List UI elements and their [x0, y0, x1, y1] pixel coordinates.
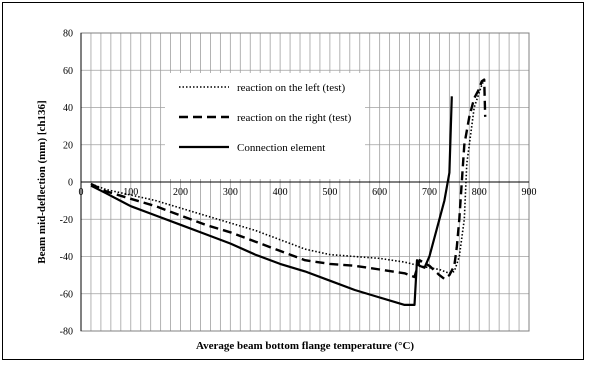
legend-box: [165, 73, 365, 179]
legend-label-3: Connection element: [237, 142, 325, 154]
y-tick-label: -60: [60, 289, 73, 300]
x-tick-label: 600: [372, 187, 387, 198]
y-tick-label: 40: [63, 103, 73, 114]
y-axis-label: Beam mid-deflection (mm) [ch136]: [36, 100, 48, 263]
axes: [80, 32, 530, 332]
x-tick-label: 500: [322, 187, 337, 198]
legend-label-1: reaction on the left (test): [237, 82, 345, 94]
legend-label-2: reaction on the right (test): [237, 112, 352, 124]
x-tick-label: 800: [472, 187, 487, 198]
y-tick-label: 80: [63, 29, 73, 40]
y-tick-label: 20: [63, 140, 73, 151]
y-tick-label: -20: [60, 215, 73, 226]
series-line-1: [90, 79, 485, 275]
x-tick-label: 0: [79, 187, 84, 198]
x-tick-label: 100: [123, 187, 138, 198]
x-tick-label: 900: [522, 187, 537, 198]
x-axis-label: Average beam bottom flange temperature (…: [196, 340, 414, 352]
y-tick-label: -40: [60, 252, 73, 263]
series-group: [90, 78, 487, 306]
x-tick-label: 300: [223, 187, 238, 198]
x-tick-label: 700: [422, 187, 437, 198]
legend: reaction on the left (test) reaction on t…: [165, 73, 365, 179]
tick-labels: 0 100 200 300 400 500 600 700 800 900806040200-20…: [60, 29, 537, 338]
x-tick-label: 200: [173, 187, 188, 198]
line-chart: 0 100 200 300 400 500 600 700 800 900806040200-20…: [36, 29, 537, 353]
series-line-2: [90, 78, 487, 281]
chart-frame: 0 100 200 300 400 500 600 700 800 900 80 60 40 20 0 -20…: [2, 2, 584, 360]
y-tick-label: 0: [68, 178, 73, 189]
y-tick-label: 60: [63, 66, 73, 77]
x-tick-label: 400: [273, 187, 288, 198]
series-line-3: [90, 96, 453, 306]
y-tick-label: -80: [60, 327, 73, 338]
